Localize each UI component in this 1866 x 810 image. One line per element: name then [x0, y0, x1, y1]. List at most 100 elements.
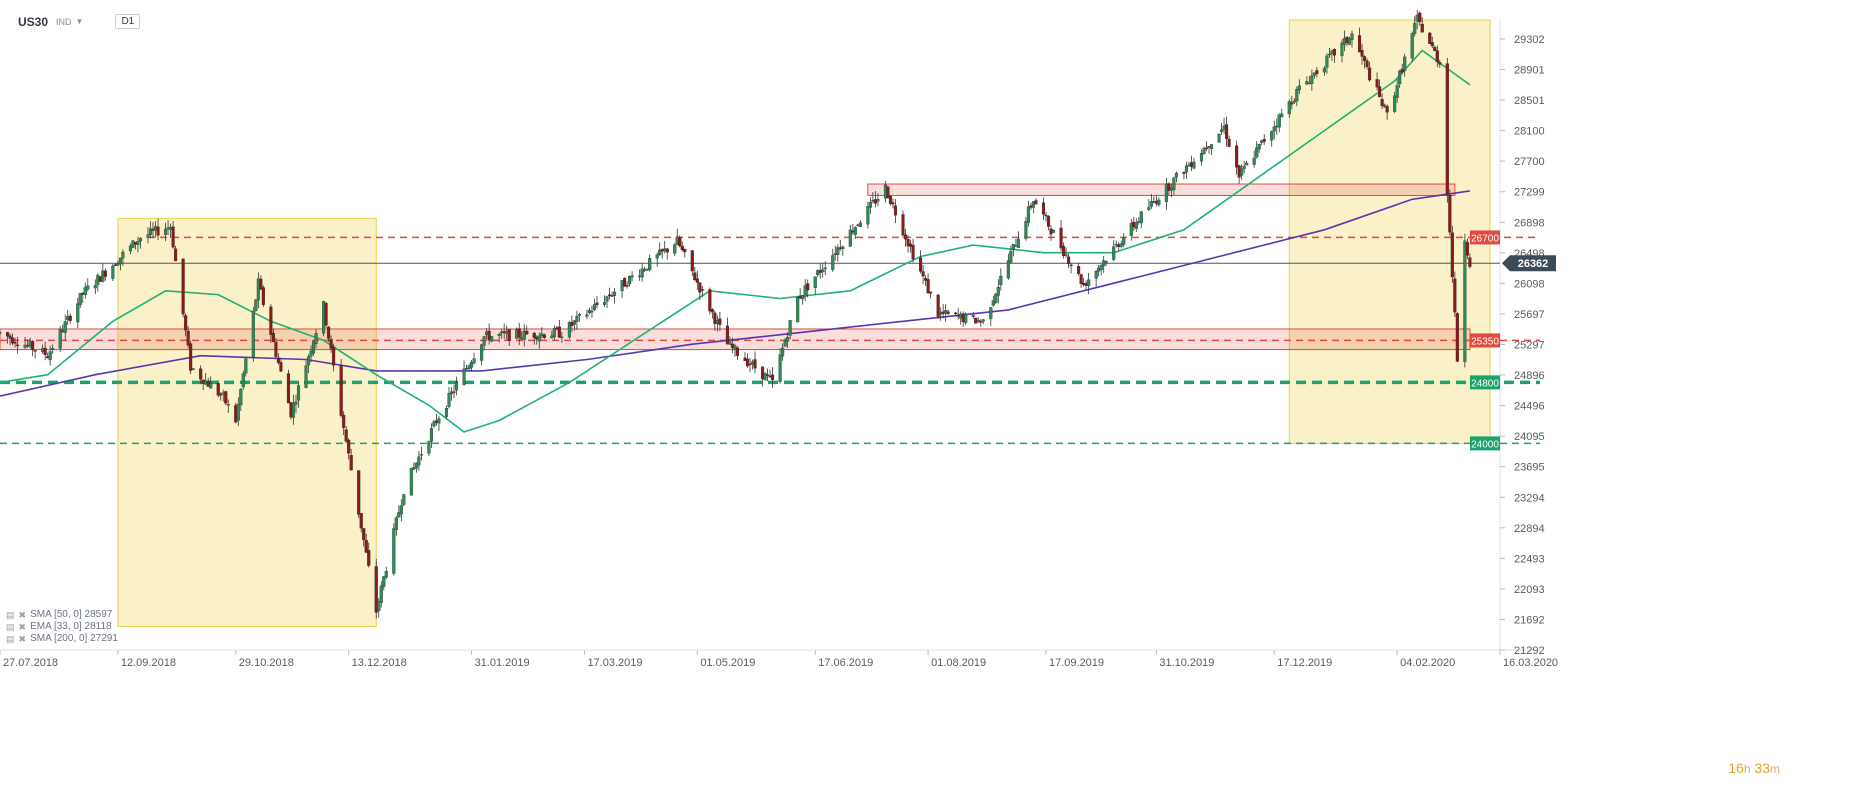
settings-icon[interactable]: ▤ [6, 634, 15, 644]
candle-body [216, 383, 220, 396]
settings-icon[interactable]: ▤ [6, 622, 15, 632]
candle-body [1383, 104, 1387, 108]
legend-item-sma50[interactable]: ▤ ✖ SMA [50, 0] 28597 [6, 609, 118, 621]
x-tick-label: 29.10.2018 [239, 657, 294, 669]
candle-body [236, 403, 240, 421]
candle-body [414, 462, 418, 469]
y-tick-label: 28501 [1514, 95, 1545, 107]
candle-body [893, 205, 898, 216]
candle-body [1362, 56, 1367, 61]
candle-body [1332, 49, 1336, 56]
candle-body [409, 467, 413, 496]
candle-body [276, 357, 280, 363]
candle-body [164, 228, 168, 235]
candle-body [577, 314, 581, 316]
candle-body [342, 414, 346, 428]
sma-50-line [0, 49, 1471, 433]
candle-body [364, 540, 368, 553]
candle-body [532, 332, 536, 338]
candle-body [801, 295, 805, 300]
candle-body [971, 315, 975, 317]
close-icon[interactable]: ✖ [18, 610, 27, 620]
y-tick-label: 24496 [1514, 401, 1545, 413]
candle-body [1292, 100, 1296, 103]
y-tick-label: 21292 [1514, 645, 1545, 657]
candle-body [93, 285, 97, 289]
candle-body [1262, 139, 1266, 142]
x-tick-label: 16.03.2020 [1503, 657, 1558, 669]
candle-body [999, 275, 1003, 286]
candle-body [1287, 101, 1291, 115]
candle-body [1375, 79, 1379, 88]
candle-body [447, 393, 451, 407]
candle-body [449, 391, 454, 395]
legend-item-sma200[interactable]: ▤ ✖ SMA [200, 0] 27291 [6, 633, 118, 645]
candle-body [979, 321, 983, 323]
candle-body [1378, 86, 1382, 98]
candle-body [184, 315, 188, 331]
candle-body [919, 257, 923, 272]
symbol-type-label: IND [56, 16, 72, 27]
candle-body [946, 311, 950, 314]
candle-body [470, 362, 474, 368]
candle-body [796, 297, 800, 323]
close-icon[interactable]: ✖ [18, 634, 27, 644]
candle-body [557, 326, 561, 338]
candle-body [256, 278, 260, 301]
candle-body [48, 351, 52, 361]
candle-body [665, 248, 669, 253]
candle-body [1420, 23, 1424, 33]
y-tick-label: 26098 [1514, 278, 1545, 290]
legend-label: SMA [50, 0] 28597 [30, 609, 113, 620]
candle-body [1094, 271, 1098, 279]
candle-body [480, 344, 484, 361]
candle-body [226, 404, 230, 406]
candle-body [1149, 201, 1153, 207]
x-tick-label: 17.12.2019 [1277, 657, 1332, 669]
candle-body [1031, 201, 1035, 208]
candle-body [377, 600, 381, 611]
candle-body [271, 333, 275, 342]
candle-body [1147, 207, 1151, 210]
candle-body [462, 368, 466, 385]
candle-body [786, 337, 790, 342]
timeframe-select[interactable]: D1 [115, 14, 141, 29]
candle-body [771, 374, 775, 380]
candle-body [1217, 133, 1221, 143]
close-icon[interactable]: ✖ [18, 622, 27, 632]
candle-body [86, 285, 90, 290]
candle-body [821, 269, 825, 273]
symbol-label[interactable]: US30 [18, 14, 49, 29]
candle-body [936, 294, 940, 317]
y-tick-label: 27700 [1514, 156, 1545, 168]
candle-body [891, 202, 895, 205]
settings-icon[interactable]: ▤ [6, 610, 15, 620]
candle-body [1046, 215, 1051, 227]
candle-body [83, 287, 87, 295]
legend-item-ema33[interactable]: ▤ ✖ EMA [33, 0] 28118 [6, 621, 118, 633]
candle-body [903, 234, 908, 240]
chevron-down-icon[interactable]: ▼ [75, 17, 84, 26]
x-tick-label: 01.08.2019 [931, 657, 986, 669]
candle-body [1051, 230, 1056, 233]
candle-body [1393, 95, 1397, 112]
candle-body [1463, 240, 1467, 362]
candle-body [1245, 162, 1249, 166]
candle-body [487, 330, 491, 341]
candle-body [1410, 33, 1414, 59]
candle-body [1418, 12, 1422, 23]
candle-body [244, 358, 248, 374]
candle-body [888, 196, 893, 204]
candle-body [1041, 202, 1046, 215]
candle-body [427, 441, 431, 454]
candle-body [1006, 260, 1010, 279]
candle-body [344, 429, 348, 442]
y-tick-label: 28100 [1514, 126, 1545, 138]
candle-body [199, 368, 203, 380]
candle-body [926, 279, 930, 294]
x-tick-label: 17.03.2019 [587, 657, 642, 669]
candle-body [429, 428, 433, 442]
candle-body [1112, 246, 1116, 260]
